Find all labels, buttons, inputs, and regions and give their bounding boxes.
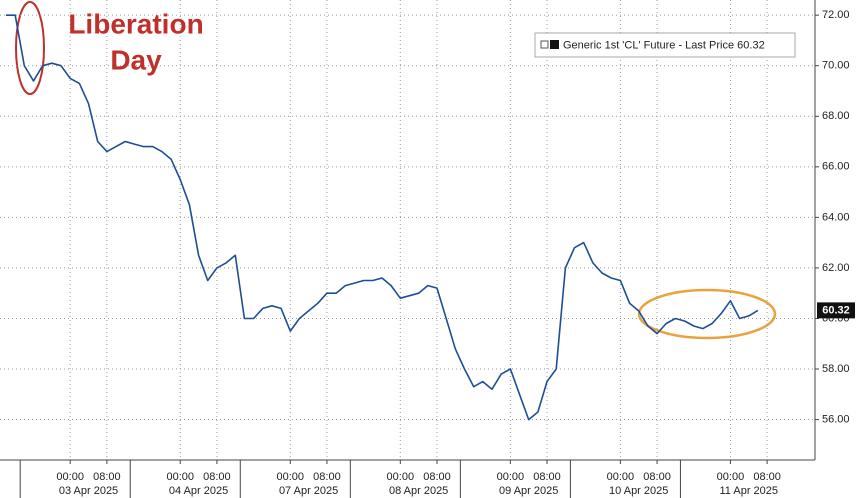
date-label: 08 Apr 2025 <box>389 485 448 497</box>
x-tick-label: 00:00 <box>166 471 194 483</box>
highlight-ellipse <box>637 288 777 340</box>
legend-box <box>534 32 796 58</box>
x-tick-label: 00:00 <box>56 471 84 483</box>
y-tick-label: 56.00 <box>822 413 850 425</box>
x-tick-label: 08:00 <box>533 471 561 483</box>
date-label: 09 Apr 2025 <box>499 485 558 497</box>
legend-icon <box>540 40 549 49</box>
legend-name: Generic 1st 'CL' Future - Last Price <box>563 39 734 51</box>
x-tick-label: 08:00 <box>423 471 451 483</box>
last-price-label: 60.32 <box>822 304 850 316</box>
date-label: 10 Apr 2025 <box>609 485 668 497</box>
x-tick-label: 00:00 <box>717 471 745 483</box>
price-line <box>6 14 759 421</box>
x-tick-label: 00:00 <box>607 471 635 483</box>
date-label: 11 Apr 2025 <box>720 485 779 497</box>
y-tick-label: 66.00 <box>822 161 850 173</box>
annotation: Day <box>110 44 162 75</box>
date-label: 03 Apr 2025 <box>59 485 118 497</box>
x-tick-label: 00:00 <box>497 471 525 483</box>
legend: Generic 1st 'CL' Future - Last Price 60.… <box>534 32 796 58</box>
x-tick-label: 00:00 <box>277 471 305 483</box>
x-tick-label: 08:00 <box>313 471 341 483</box>
y-tick-label: 64.00 <box>822 211 850 223</box>
x-tick-label: 08:00 <box>753 471 781 483</box>
last-price-tag <box>817 302 855 319</box>
x-tick-label: 08:00 <box>93 471 121 483</box>
legend-swatch <box>550 40 559 49</box>
date-label: 04 Apr 2025 <box>169 485 228 497</box>
annotation: Liberation <box>68 8 203 39</box>
date-label: 07 Apr 2025 <box>279 485 338 497</box>
x-tick-label: 00:00 <box>387 471 415 483</box>
y-tick-label: 58.00 <box>822 363 850 375</box>
y-tick-label: 70.00 <box>822 60 850 72</box>
y-tick-label: 72.00 <box>822 9 850 21</box>
legend-value: 60.32 <box>737 39 765 51</box>
highlight-ellipse <box>15 1 45 95</box>
y-tick-label: 62.00 <box>822 262 850 274</box>
x-tick-label: 08:00 <box>643 471 671 483</box>
x-tick-label: 08:00 <box>203 471 231 483</box>
y-tick-label: 68.00 <box>822 110 850 122</box>
legend-label: Generic 1st 'CL' Future - Last Price 60.… <box>563 39 765 51</box>
